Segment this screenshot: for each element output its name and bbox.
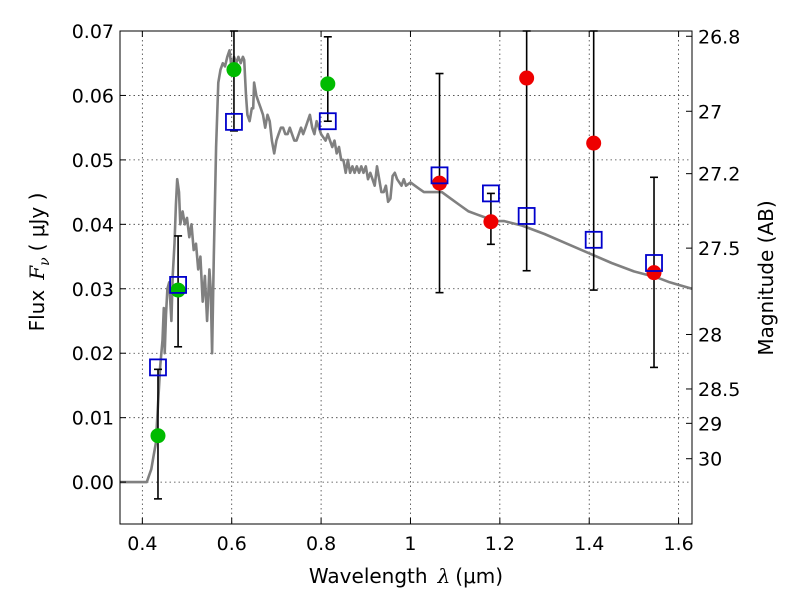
x-tick-label: 1: [404, 533, 416, 555]
y-tick-label: 0.01: [72, 408, 114, 430]
x-tick-label: 1.4: [574, 533, 604, 555]
sed-curve-layer: [120, 49, 693, 484]
model-point: [584, 230, 603, 249]
model-point: [318, 112, 337, 131]
green-data-point: [170, 282, 186, 298]
right-tick-label: 27.5: [698, 238, 740, 260]
red-data-point: [646, 265, 662, 281]
x-tick-label: 0.4: [127, 533, 157, 555]
x-tick-label: 1.6: [663, 533, 693, 555]
right-tick-label: 29: [698, 413, 722, 435]
marker-layer: [149, 62, 663, 444]
red-data-point: [483, 214, 499, 230]
y-tick-label: 0.03: [72, 279, 114, 301]
y-tick-label: 0.07: [72, 21, 114, 43]
right-tick-label: 28: [698, 324, 722, 346]
y-tick-label: 0.06: [72, 85, 114, 107]
red-data-point: [586, 135, 602, 151]
right-axis-label: Magnitude (AB): [754, 200, 778, 355]
green-data-point: [320, 76, 336, 92]
right-tick-label: 28.5: [698, 379, 740, 401]
x-tick-label: 0.6: [217, 533, 247, 555]
red-data-point: [519, 70, 535, 86]
right-tick-label: 27: [698, 101, 722, 123]
model-point: [430, 166, 449, 185]
y-tick-label: 0.00: [72, 472, 114, 494]
model-point: [225, 112, 243, 131]
model-point: [482, 184, 500, 203]
y-axis-label: FluxFν( μJy ): [25, 193, 53, 332]
y-tick-label: 0.04: [72, 214, 114, 236]
plot-frame: [119, 30, 693, 525]
x-axis-label: Wavelength λ (μm): [309, 564, 503, 588]
model-point: [149, 358, 167, 377]
right-tick-label: 30: [698, 449, 722, 471]
model-point: [517, 207, 536, 225]
model-point: [169, 276, 187, 294]
right-tick-label: 27.2: [698, 164, 740, 186]
sed-curve: [120, 49, 693, 484]
right-tick-label: 26.8: [698, 26, 740, 48]
y-tick-label: 0.02: [72, 343, 114, 365]
ticks: 0.4 0.6 0.8 1 1.2 1.4 1.6 0.00 0.01 0.02 0.03 0.04 0…: [72, 21, 741, 555]
model-point: [645, 254, 663, 272]
green-data-point: [150, 428, 166, 444]
x-tick-label: 0.8: [306, 533, 336, 555]
x-tick-label: 1.2: [485, 533, 515, 555]
green-data-point: [226, 62, 242, 78]
y-tick-label: 0.05: [72, 150, 114, 172]
